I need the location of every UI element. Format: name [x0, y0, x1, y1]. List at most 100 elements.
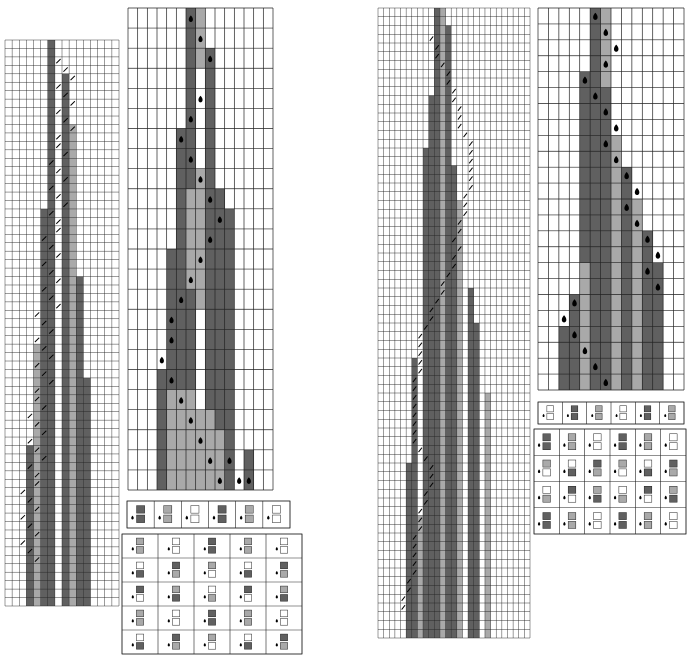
- drop-head-icon: [468, 149, 473, 155]
- rule-table-icon: [167, 585, 180, 602]
- drop-head-icon: [563, 469, 566, 474]
- rule-table-icon: [239, 505, 254, 523]
- drop-head-icon: [572, 299, 577, 307]
- drop-head-icon: [645, 267, 650, 275]
- rule-table-icon: [537, 433, 551, 450]
- drop-head-icon: [239, 546, 242, 551]
- left-spacetime-small-cell: [62, 73, 70, 607]
- drop-head-icon: [463, 202, 468, 208]
- drop-head-icon: [566, 413, 569, 418]
- drop-head-icon: [418, 508, 423, 514]
- rule-table-icon: [613, 486, 627, 503]
- drop-head-icon: [582, 347, 588, 355]
- drop-head-icon: [20, 514, 26, 520]
- rule-table-icon: [639, 405, 652, 420]
- drop-head-icon: [63, 151, 69, 157]
- rule-table-icon: [203, 585, 216, 602]
- drop-head-icon: [423, 499, 428, 505]
- drop-head-icon: [275, 618, 278, 623]
- drop-head-icon: [198, 256, 203, 263]
- drop-head-icon: [34, 557, 40, 563]
- rule-table-icon: [185, 505, 200, 523]
- drop-head-icon: [446, 79, 451, 85]
- drop-head-icon: [185, 515, 189, 520]
- drop-head-icon: [429, 316, 434, 322]
- drop-head-icon: [615, 413, 618, 418]
- drop-head-icon: [55, 219, 61, 225]
- drop-head-icon: [429, 307, 434, 313]
- left-spacetime-large-cell: [215, 188, 225, 490]
- rule-table-icon: [639, 433, 653, 450]
- drop-head-icon: [664, 495, 667, 500]
- drop-head-icon: [624, 171, 629, 180]
- drop-head-icon: [435, 53, 440, 59]
- drop-head-icon: [41, 236, 47, 241]
- rule-table-icon: [664, 405, 676, 420]
- left-spacetime-small-cell: [76, 276, 84, 606]
- drop-head-icon: [55, 83, 61, 89]
- drop-head-icon: [588, 495, 591, 500]
- drop-head-icon: [34, 396, 40, 402]
- drop-head-icon: [582, 76, 588, 84]
- drop-head-icon: [451, 263, 457, 269]
- right-spacetime-large-grid: [537, 7, 685, 391]
- right-rule-table-grid-lines: [533, 428, 687, 535]
- drop-head-icon: [451, 88, 457, 94]
- drop-head-icon: [48, 328, 54, 334]
- drop-head-icon: [55, 278, 61, 284]
- drop-head-icon: [418, 447, 423, 453]
- left-spacetime-small-cell: [47, 40, 55, 606]
- drop-head-icon: [55, 58, 61, 64]
- drop-head-icon: [401, 604, 406, 610]
- drop-head-icon: [275, 546, 278, 551]
- drop-head-icon: [664, 443, 667, 447]
- drop-head-icon: [34, 312, 40, 318]
- drop-head-icon: [613, 521, 617, 526]
- rule-table-icon: [212, 505, 227, 523]
- drop-head-icon: [188, 155, 193, 163]
- drop-head-icon: [198, 437, 203, 444]
- drop-head-icon: [412, 552, 417, 558]
- drop-head-icon: [34, 337, 40, 343]
- drop-head-icon: [634, 187, 640, 196]
- drop-head-icon: [468, 184, 473, 190]
- left-spacetime-large-grid-lines: [127, 7, 274, 491]
- drop-head-icon: [203, 546, 206, 551]
- drop-head-icon: [468, 176, 473, 182]
- right-spacetime-large-grid-lines: [537, 7, 685, 391]
- drop-head-icon: [468, 141, 473, 147]
- drop-head-icon: [412, 412, 417, 418]
- rule-table-icon: [613, 459, 627, 477]
- drop-head-icon: [537, 495, 541, 500]
- rule-table-icon: [588, 433, 602, 450]
- drop-head-icon: [203, 618, 206, 623]
- left-spacetime-small-cell: [83, 377, 91, 606]
- rule-table-icon: [239, 537, 252, 554]
- left-spacetime-large-cell: [166, 389, 177, 490]
- left-spacetime-large-cell: [195, 168, 206, 310]
- drop-head-icon: [664, 521, 667, 526]
- drop-head-icon: [429, 473, 434, 479]
- drop-head-icon: [429, 36, 434, 42]
- drop-head-icon: [655, 283, 661, 291]
- drop-head-icon: [169, 376, 174, 384]
- rule-table-icon: [275, 561, 288, 578]
- drop-head-icon: [169, 336, 174, 344]
- drop-head-icon: [34, 481, 40, 486]
- drop-head-icon: [440, 289, 445, 295]
- drop-head-icon: [451, 254, 457, 260]
- drop-head-icon: [55, 193, 61, 199]
- drop-head-icon: [131, 618, 134, 623]
- drop-head-icon: [468, 158, 473, 164]
- drop-head-icon: [664, 413, 667, 418]
- drop-head-icon: [237, 477, 242, 484]
- drop-head-icon: [563, 443, 566, 447]
- drop-head-icon: [435, 44, 440, 50]
- rule-table-icon: [203, 561, 216, 578]
- drop-head-icon: [593, 362, 598, 371]
- drop-head-icon: [208, 196, 213, 203]
- rule-table-icon: [239, 561, 252, 578]
- drop-head-icon: [212, 515, 216, 520]
- drop-head-icon: [41, 371, 47, 377]
- drop-head-icon: [639, 495, 642, 500]
